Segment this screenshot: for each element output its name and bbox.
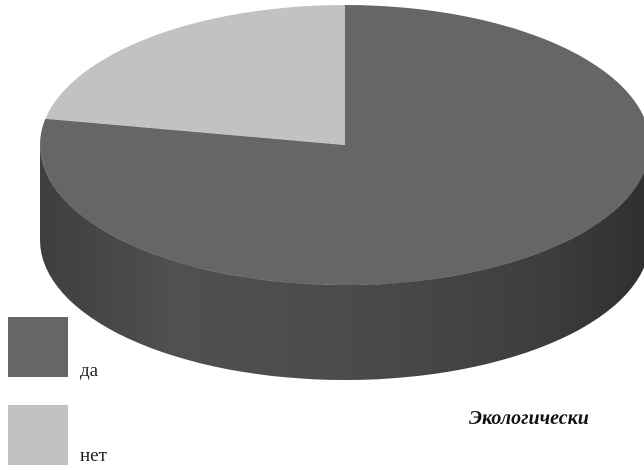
legend-swatch-net: [8, 405, 68, 465]
pie-side-walls: [40, 145, 644, 380]
pie-slice-net: [45, 5, 346, 145]
pie-side-wall-да: [40, 145, 644, 380]
pie-top-faces: [39, 5, 644, 285]
chart-caption: Экологически: [469, 407, 589, 429]
legend-swatch-da: [8, 317, 68, 377]
legend-label-net: нет: [80, 445, 107, 466]
pie-slice-da: [39, 5, 644, 285]
legend-label-da: да: [80, 360, 99, 381]
